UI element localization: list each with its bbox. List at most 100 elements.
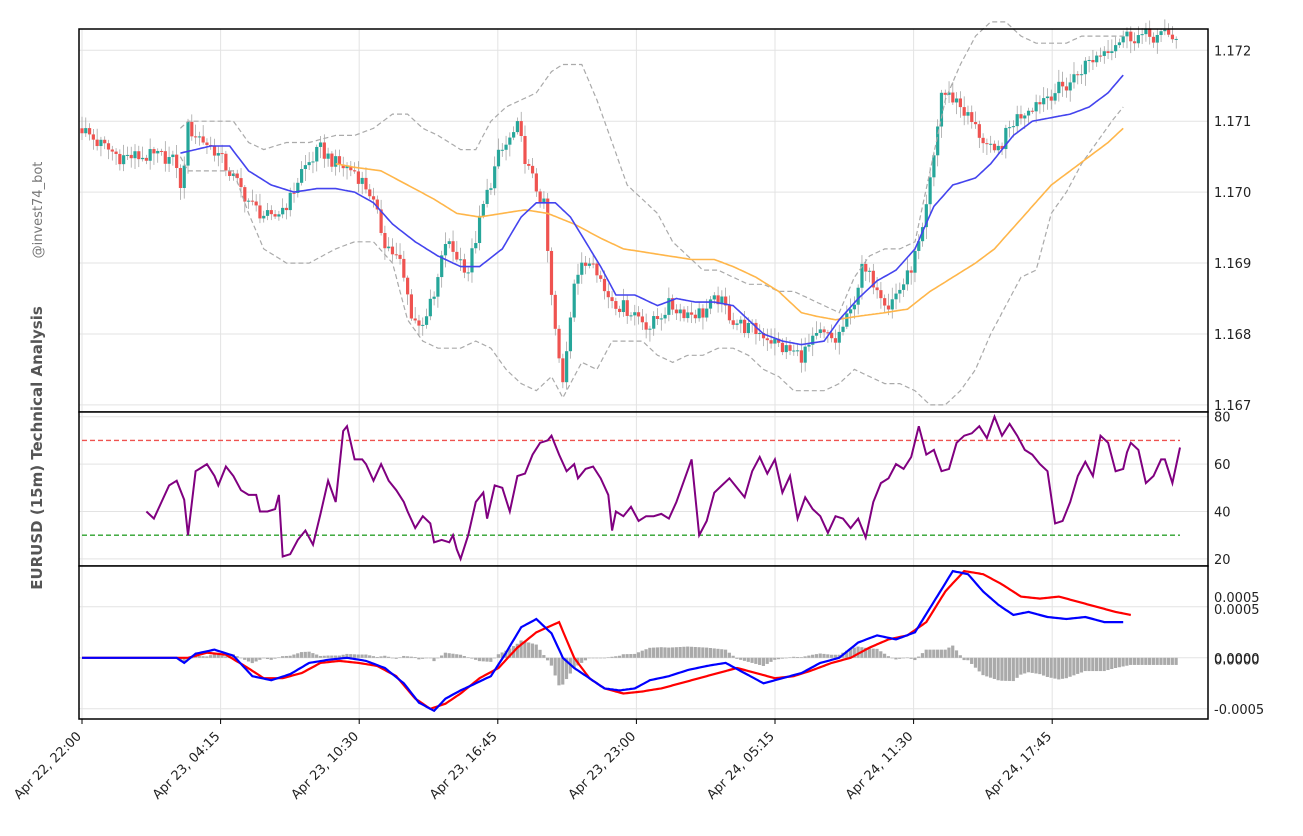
candle-body <box>1004 127 1008 150</box>
macd-histogram-bar <box>553 657 557 676</box>
candle-body <box>924 204 928 228</box>
candle-body <box>379 209 383 233</box>
candle-body <box>246 200 251 202</box>
macd-histogram-bar <box>474 657 478 660</box>
candle-body <box>833 338 838 343</box>
candle-body <box>500 149 504 151</box>
candle-body <box>406 277 410 295</box>
candle-body <box>474 243 478 249</box>
candle-body <box>580 262 584 275</box>
candle-body <box>1117 42 1122 46</box>
candle-body <box>216 153 220 156</box>
macd-histogram-bar <box>909 657 913 659</box>
macd-histogram-bar <box>716 648 720 658</box>
candle-body <box>807 344 811 347</box>
candle-body <box>1072 74 1076 83</box>
candle-body <box>159 150 164 152</box>
macd-histogram-bar <box>1110 657 1114 670</box>
macd-histogram-bar <box>1057 657 1061 680</box>
candle-body <box>239 178 243 188</box>
macd-histogram-bar <box>549 657 553 666</box>
candle-body <box>1064 86 1069 91</box>
candle-body <box>1114 45 1118 52</box>
candle-body <box>795 350 800 352</box>
candle-body <box>1042 98 1046 105</box>
macd-histogram-bar <box>1076 657 1080 674</box>
price-tick-label: 1.168 <box>1214 328 1251 343</box>
macd-histogram-bar <box>284 655 288 658</box>
macd-histogram-bar <box>580 657 584 663</box>
rsi-line <box>145 413 1181 562</box>
macd-histogram-bar <box>1098 657 1102 672</box>
candle-body <box>1098 55 1103 57</box>
macd-histogram-bar <box>557 657 561 686</box>
macd-histogram-bar <box>239 657 243 659</box>
candle-body <box>315 146 319 162</box>
macd-histogram-bar <box>1015 657 1019 678</box>
macd-histogram-bar <box>644 649 648 658</box>
macd-histogram-bar <box>739 657 743 660</box>
candle-body <box>648 328 652 330</box>
macd-histogram-bar <box>867 648 872 658</box>
macd-histogram-bar <box>1106 657 1110 671</box>
macd-histogram-bar <box>288 655 292 658</box>
macd-histogram-bar <box>277 657 281 658</box>
macd-histogram-bar <box>629 654 633 658</box>
macd-tick-label: 0.0000 <box>1214 653 1260 668</box>
macd-histogram-bar <box>1011 657 1015 682</box>
candle-body <box>375 199 379 210</box>
candle-body <box>811 335 815 345</box>
candle-body <box>534 173 538 192</box>
macd-histogram-bar <box>1159 657 1163 665</box>
macd-histogram-bar <box>371 656 376 658</box>
macd-histogram-bar <box>349 654 353 658</box>
macd-histogram-bar <box>901 657 906 659</box>
candle-body <box>720 296 724 305</box>
candle-body <box>549 250 554 295</box>
candle-body <box>322 142 326 159</box>
candle-body <box>595 263 599 276</box>
candle-body <box>621 300 626 313</box>
candle-body <box>212 145 217 156</box>
macd-histogram-bar <box>966 657 970 661</box>
macd-histogram-bar <box>451 653 455 658</box>
candle-body <box>349 166 353 171</box>
macd-histogram-bar <box>1068 657 1072 677</box>
candle-body <box>390 246 395 255</box>
macd-histogram-bar <box>943 649 947 658</box>
macd-histogram-bar <box>296 653 300 658</box>
macd-histogram-bar <box>182 657 186 663</box>
macd-histogram-bar <box>1064 657 1068 679</box>
macd-histogram-bar <box>848 648 853 658</box>
candle-body <box>830 332 834 339</box>
candle-body <box>334 156 338 167</box>
macd-histogram-bar <box>886 656 890 658</box>
macd-histogram-bar <box>216 654 220 658</box>
candle-body <box>731 320 735 325</box>
candle-body <box>985 143 989 145</box>
candle-body <box>1110 51 1114 54</box>
candle-body <box>80 128 84 134</box>
candle-body <box>1011 126 1016 128</box>
candle-body <box>519 121 523 137</box>
macd-histogram-bar <box>981 657 985 676</box>
macd-panel-background <box>79 566 1208 719</box>
macd-histogram-bar <box>951 645 955 658</box>
macd-histogram-bar <box>761 657 766 666</box>
candle-body <box>1015 114 1019 127</box>
candle-body <box>606 291 610 298</box>
macd-histogram-bar <box>1095 657 1099 672</box>
candle-body <box>818 329 822 334</box>
macd-histogram-bar <box>807 655 811 658</box>
ma-slow-line <box>335 127 1124 321</box>
macd-histogram-bar <box>292 654 296 658</box>
macd-tick-label: 0.0005 <box>1214 603 1260 618</box>
macd-histogram-bar <box>670 647 675 658</box>
macd-histogram-bar <box>527 642 531 658</box>
macd-histogram-bar <box>871 648 875 658</box>
macd-histogram-bar <box>1053 657 1057 679</box>
candle-body <box>451 241 455 252</box>
macd-histogram-bar <box>864 647 868 658</box>
macd-histogram-bar <box>341 654 345 658</box>
candle-body <box>989 143 993 145</box>
